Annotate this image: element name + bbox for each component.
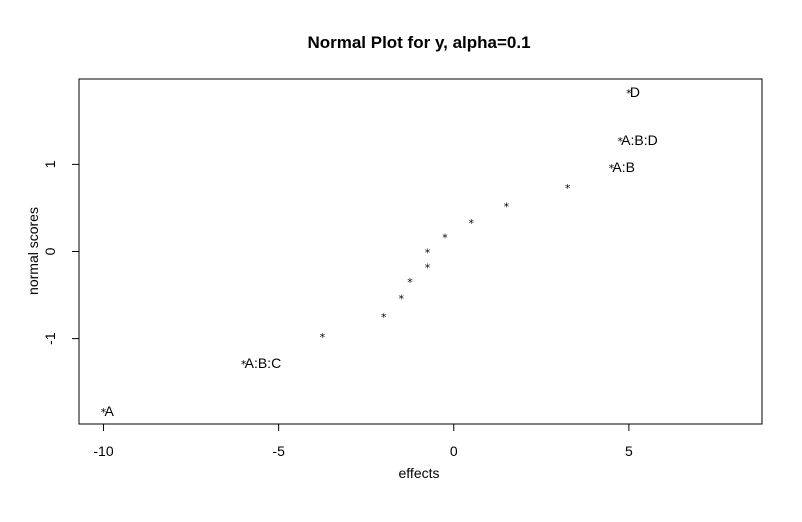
data-point: * [565,182,571,195]
x-tick-label: -5 [272,443,285,459]
data-point: * [320,331,326,344]
data-point: * [442,232,448,245]
x-axis: -10 -5 0 5 [93,424,633,459]
data-point: * [617,135,623,148]
data-point: * [425,247,431,260]
data-point: * [101,406,107,419]
point-label: A:B:C [245,355,282,371]
y-axis-label: normal scores [25,207,41,295]
y-tick-label: -1 [42,332,58,345]
data-point: * [609,162,615,175]
x-tick-label: 5 [625,443,633,459]
x-axis-label: effects [399,465,440,481]
x-tick-label: 0 [450,443,458,459]
data-point: * [407,276,413,289]
data-point: * [626,87,632,100]
data-point: * [425,261,431,274]
point-label: A [105,403,115,419]
point-label: D [630,84,640,100]
point-label: A:B:D [621,132,658,148]
data-point: * [241,358,247,371]
data-point: * [469,217,475,230]
y-axis: -1 0 1 [42,160,79,345]
y-tick-label: 1 [42,160,58,168]
x-tick-label: -10 [93,443,113,459]
point-label: A:B [612,159,635,175]
chart-title: Normal Plot for y, alpha=0.1 [307,33,530,52]
data-points: *A*A:B:C***********A:B*A:B:D*D [101,84,658,419]
data-point: * [398,293,404,306]
y-tick-label: 0 [42,247,58,255]
plot-frame [78,78,763,425]
data-point: * [381,311,387,324]
data-point: * [504,200,510,213]
